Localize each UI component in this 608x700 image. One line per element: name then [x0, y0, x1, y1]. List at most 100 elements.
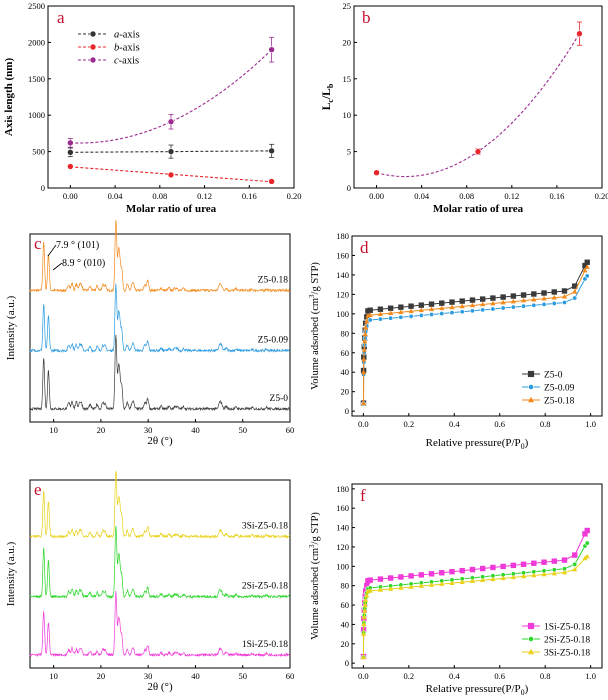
data-point	[520, 561, 527, 568]
panel-letter: c	[34, 234, 42, 253]
data-point	[398, 304, 404, 310]
x-tick-label: 1.0	[585, 671, 596, 681]
data-point	[439, 581, 445, 586]
legend-label: 2Si-Z5-0.18	[544, 636, 590, 646]
data-point	[500, 575, 506, 581]
data-point	[582, 267, 588, 273]
series-c-axis	[67, 36, 275, 148]
data-point	[364, 318, 370, 324]
data-point	[479, 565, 486, 572]
data-point	[408, 308, 414, 314]
data-point	[398, 314, 404, 320]
data-point	[510, 574, 516, 580]
data-point	[490, 564, 496, 571]
x-tick-label: 0.04	[108, 191, 124, 201]
data-point	[520, 297, 527, 303]
panel-f: 0.0 0.2 0.4 0.6 0.8 1.0 0 20 40 60 80 100 120 140 160 1…	[308, 483, 603, 697]
data-point	[572, 552, 578, 558]
data-point	[362, 338, 368, 344]
data-point	[360, 400, 367, 406]
y-tick-label: 0	[345, 406, 349, 416]
data-point	[449, 568, 455, 575]
x-tick-label: 0.20	[287, 191, 302, 201]
data-point	[364, 592, 370, 598]
y-tick-label: 2000	[28, 37, 45, 47]
y-axis-label: Axis length (nm)	[3, 58, 15, 137]
legend-label: Z5-0.18	[544, 397, 575, 407]
data-point	[541, 295, 547, 301]
data-point	[377, 306, 384, 312]
data-point	[408, 303, 414, 309]
data-point	[268, 178, 275, 185]
data-point	[459, 567, 465, 574]
data-point	[459, 298, 465, 304]
data-point	[490, 295, 496, 301]
data-point	[572, 289, 578, 294]
x-tick-label: 0.4	[449, 419, 460, 429]
y-tick-label: 180	[336, 484, 349, 494]
data-point	[576, 30, 583, 37]
data-point	[520, 292, 527, 298]
data-point	[469, 578, 476, 584]
legend-label: Z5-0	[544, 371, 563, 381]
xrd-pattern-Z5-0.18	[29, 219, 291, 293]
x-axis-label: 2θ (°)	[147, 435, 173, 447]
data-point	[531, 291, 537, 297]
data-point	[361, 356, 367, 362]
x-axis-label: Molar ratio of urea	[126, 203, 217, 215]
y-tick-label: 160	[336, 503, 349, 513]
series-3Si-Z5-0.18	[360, 553, 590, 660]
legend-marker	[528, 636, 534, 642]
data-point	[584, 540, 590, 546]
data-point	[268, 46, 275, 53]
x-tick-label: 0.2	[404, 419, 415, 429]
data-point	[367, 317, 373, 323]
data-point	[429, 312, 435, 318]
data-point	[510, 298, 516, 304]
legend-label: a-axis	[114, 30, 140, 41]
panel-letter: f	[360, 486, 366, 505]
xrd-pattern-1Si-Z5-0.18	[29, 591, 291, 658]
y-axis-label: Volume adsorbed (cm3/g STP)	[308, 512, 321, 640]
data-point	[479, 296, 486, 302]
data-point	[360, 654, 367, 660]
data-point	[584, 264, 590, 269]
annotation-arrow	[47, 244, 57, 257]
x-tick-label: 0.00	[369, 191, 384, 201]
data-point	[360, 369, 367, 375]
legend-marker	[528, 648, 534, 655]
y-tick-label: 120	[336, 542, 349, 552]
data-point	[373, 169, 380, 177]
data-point	[474, 148, 482, 155]
plot-frame	[351, 483, 603, 669]
xrd-pattern-2Si-Z5-0.18	[29, 525, 290, 599]
panel-b: 0.00 0.04 0.08 0.12 0.16 0.20 0 5 10 15 20 25 Molar …	[321, 1, 608, 215]
x-tick-label: 50	[238, 425, 247, 435]
y-tick-label: 20	[343, 37, 352, 47]
x-tick-label: 0.00	[63, 191, 78, 201]
plot-frame	[29, 479, 291, 669]
legend-label: c-axis	[114, 56, 139, 67]
data-point	[521, 303, 527, 309]
data-point	[377, 576, 384, 582]
data-point	[572, 566, 578, 572]
x-tick-label: 0.12	[197, 191, 212, 201]
data-point	[439, 300, 445, 306]
x-tick-label: 0.6	[494, 419, 505, 429]
data-point	[500, 294, 506, 300]
x-axis-label: Molar ratio of urea	[433, 203, 524, 215]
data-point	[362, 331, 368, 336]
data-point	[551, 558, 557, 564]
data-point	[362, 602, 368, 608]
panel-letter: d	[360, 238, 369, 257]
data-point	[439, 311, 445, 317]
data-point	[500, 299, 506, 305]
data-point	[469, 302, 476, 308]
data-point	[387, 575, 394, 581]
data-point	[418, 307, 424, 313]
data-point	[167, 171, 175, 179]
y-tick-label: 500	[32, 147, 45, 157]
y-tick-label: 15	[343, 74, 352, 84]
data-point	[551, 570, 557, 576]
peak-annotation: 8.9 ° (010)	[62, 258, 105, 269]
